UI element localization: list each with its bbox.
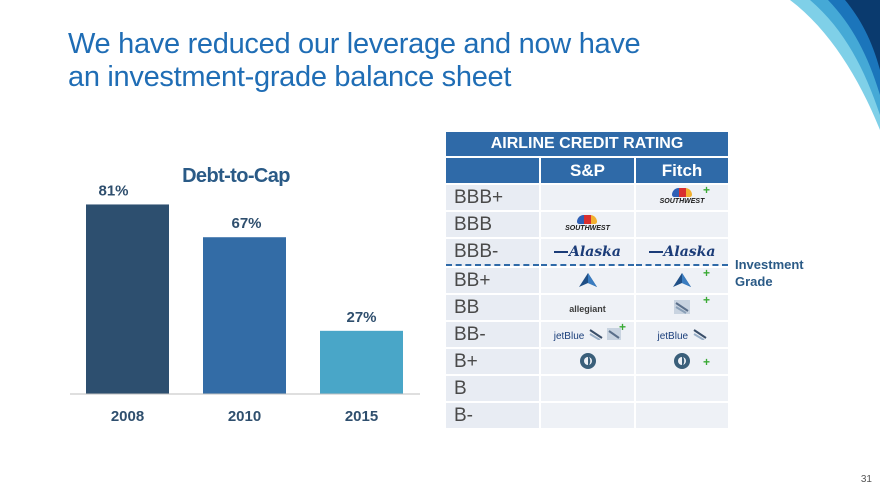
hawaiian-logo-icon [674, 353, 690, 370]
cell-sp-bbb: SOUTHWEST [541, 212, 634, 237]
table-row: B [446, 376, 729, 401]
cell-fitch-bb-plus: + [636, 266, 729, 293]
debt-to-cap-chart: Debt-to-Cap 81% 2008 67% 2010 27% 2015 [70, 165, 420, 425]
cell-fitch-bbb [636, 212, 729, 237]
jetblue-logo: jetBlue [553, 330, 585, 342]
cell-sp-bbb-minus: Alaska [541, 239, 634, 266]
category-label-2008: 2008 [111, 408, 144, 425]
cell-sp-bb-minus: jetBlue + [541, 320, 634, 347]
table-title: AIRLINE CREDIT RATING [446, 132, 729, 156]
cell-sp-bb-plus [541, 268, 634, 293]
bar-2010 [203, 237, 286, 394]
table-row: BBB- Alaska Alaska [446, 239, 729, 266]
cell-fitch-bbb-plus: SOUTHWEST + [636, 183, 729, 210]
slide-title-line-2: an investment-grade balance sheet [68, 61, 512, 93]
cell-fitch-bbb-minus: Alaska [636, 239, 729, 266]
jetblue-logo: jetBlue [657, 330, 689, 342]
grade-b-plus: B+ [446, 349, 539, 374]
table-row: BB+ + [446, 266, 729, 293]
investment-grade-label: Investment Grade [735, 256, 804, 290]
credit-rating-table: AIRLINE CREDIT RATING S&P Fitch BBB+ SOU… [444, 130, 730, 430]
plus-icon: + [703, 293, 711, 307]
slide-title: We have reduced our leverage and now hav… [68, 28, 708, 94]
page-number: 31 [860, 474, 872, 485]
header-blank [446, 158, 539, 183]
header-sp: S&P [541, 158, 634, 183]
data-label-2010: 67% [231, 215, 261, 232]
bar-2015 [320, 330, 403, 394]
plus-icon: + [703, 266, 711, 280]
american-logo-icon [674, 300, 690, 315]
allegiant-logo: allegiant [569, 303, 606, 314]
chart-title: Debt-to-Cap [182, 165, 290, 187]
category-label-2015: 2015 [345, 408, 378, 425]
cell-sp-bbb-plus [541, 185, 634, 210]
plus-icon: + [703, 183, 711, 197]
grade-bb: BB [446, 295, 539, 320]
data-label-2008: 81% [98, 182, 128, 199]
table-row: BBB SOUTHWEST [446, 212, 729, 237]
cell-fitch-b [636, 376, 729, 401]
southwest-logo: SOUTHWEST [660, 187, 704, 205]
grade-bbb-plus: BBB+ [446, 185, 539, 210]
table-row: BB allegiant + [446, 293, 729, 320]
cell-fitch-bb: + [636, 293, 729, 320]
delta-logo-icon [578, 273, 597, 288]
category-label-2010: 2010 [228, 408, 261, 425]
united-logo-icon [692, 329, 707, 341]
table-row: BB- jetBlue + jetBlue [446, 320, 729, 347]
hawaiian-logo-icon [579, 353, 596, 370]
corner-decoration [790, 0, 880, 130]
plus-icon: + [618, 320, 626, 334]
grade-b-minus: B- [446, 403, 539, 428]
grade-bb-minus: BB- [446, 322, 539, 347]
alaska-logo: Alaska [648, 244, 715, 260]
cell-fitch-b-plus: + [636, 349, 729, 374]
header-fitch: Fitch [636, 158, 729, 183]
table-row: B- [446, 403, 729, 428]
table-row: B+ + [446, 349, 729, 374]
data-label-2015: 27% [346, 309, 376, 326]
table-row: BBB+ SOUTHWEST + [446, 183, 729, 210]
cell-sp-b-minus [541, 403, 634, 428]
grade-bbb-minus: BBB- [446, 239, 539, 266]
alaska-logo: Alaska [554, 244, 621, 260]
grade-bb-plus: BB+ [446, 268, 539, 293]
united-logo-icon [589, 329, 603, 341]
investment-grade-line-1: Investment [735, 257, 804, 272]
bar-2008 [86, 204, 169, 394]
cell-sp-bb: allegiant [541, 295, 634, 320]
investment-grade-line-2: Grade [735, 274, 773, 289]
slide-title-line-1: We have reduced our leverage and now hav… [68, 28, 641, 60]
southwest-logo: SOUTHWEST [565, 214, 610, 232]
cell-fitch-bb-minus: jetBlue [636, 322, 729, 347]
american-logo-icon [607, 328, 622, 341]
grade-bbb: BBB [446, 212, 539, 237]
grade-b: B [446, 376, 539, 401]
cell-sp-b-plus [541, 349, 634, 374]
delta-logo-icon [673, 273, 691, 288]
cell-fitch-b-minus [636, 403, 729, 428]
plus-icon: + [703, 355, 711, 369]
cell-sp-b [541, 376, 634, 401]
